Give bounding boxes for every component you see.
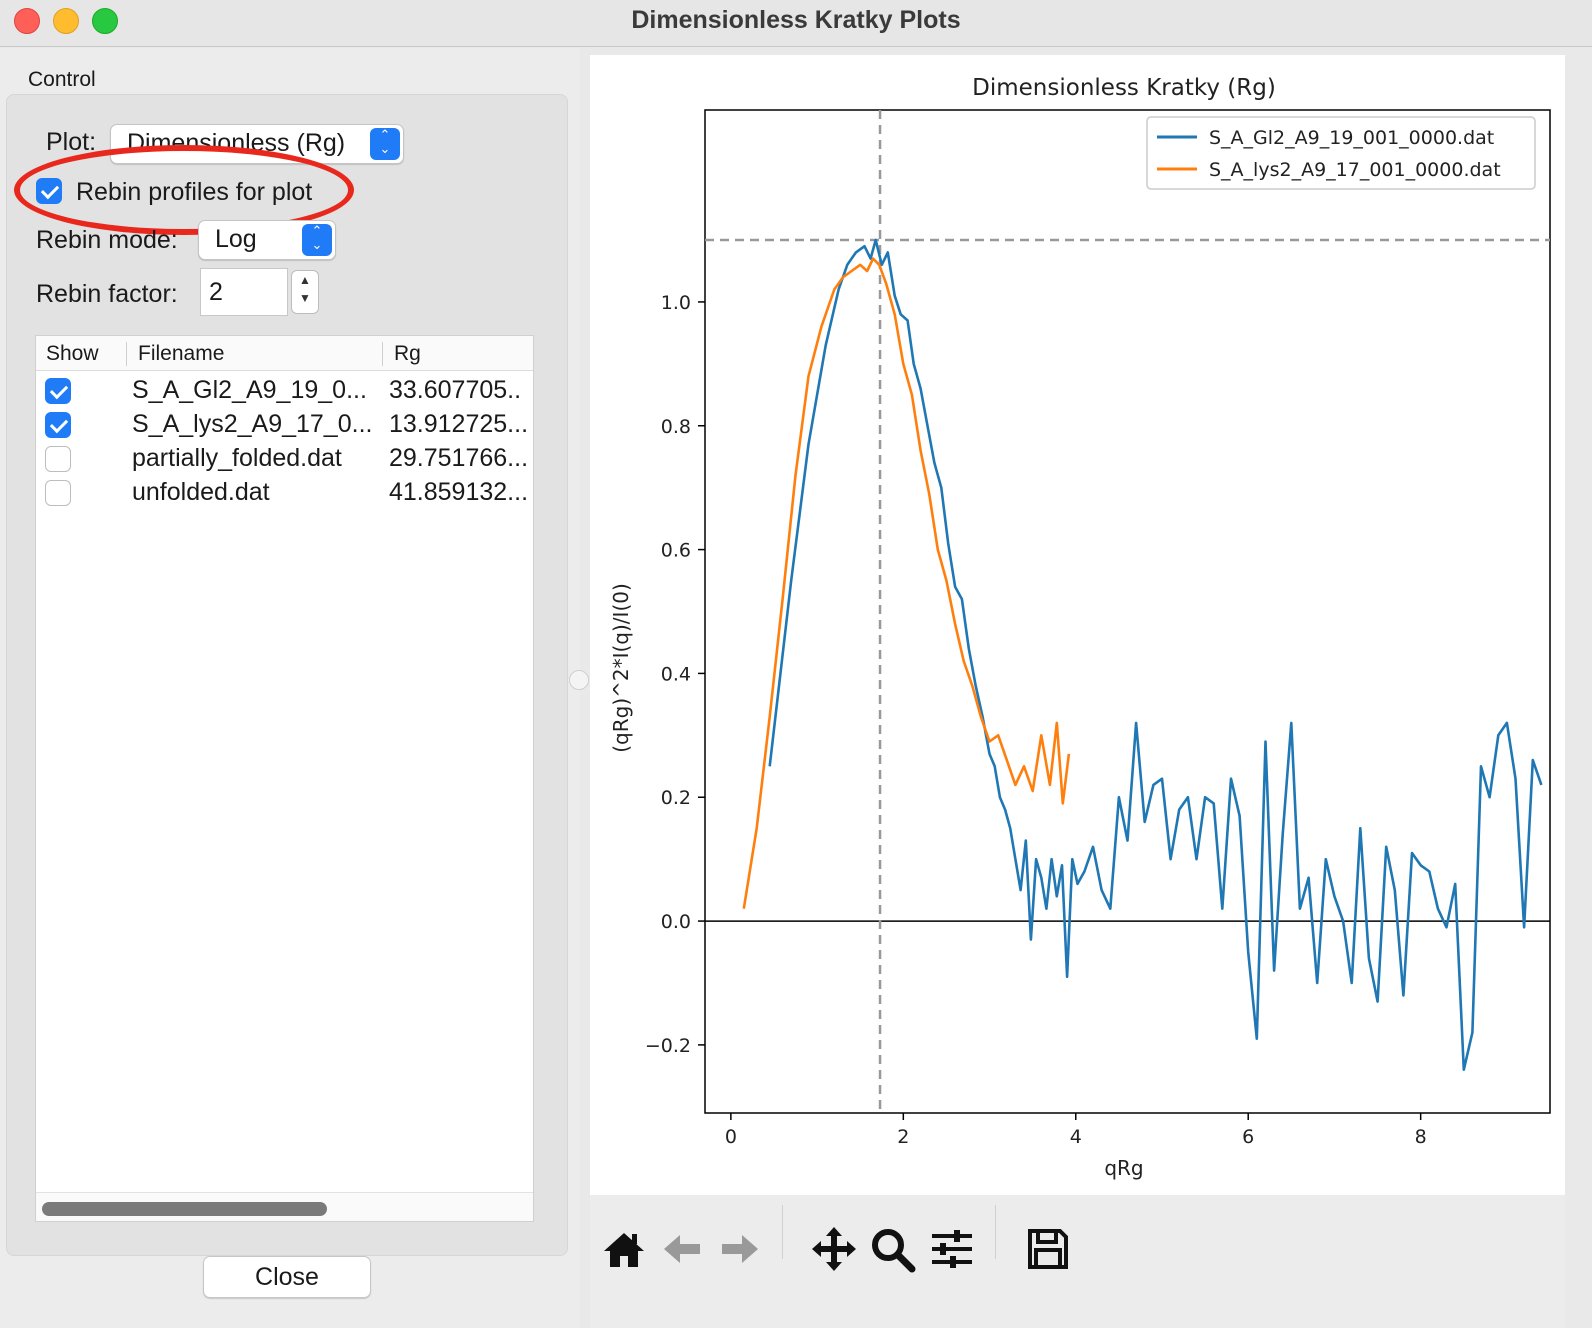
rebin-factor-label: Rebin factor: — [36, 280, 178, 308]
row-rg: 29.751766... — [389, 444, 529, 472]
plot-label: Plot: — [46, 128, 97, 156]
save-icon[interactable] — [1024, 1225, 1072, 1273]
rebin-factor-input[interactable]: 2 — [200, 268, 288, 316]
axes-frame — [704, 109, 1551, 1114]
title-bar: Dimensionless Kratky Plots — [0, 0, 1592, 47]
zoom-icon[interactable] — [868, 1225, 916, 1273]
file-table: Show Filename Rg S_A_Gl2_A9_19_0... 33.6… — [35, 335, 534, 1222]
toolbar-separator — [782, 1205, 783, 1259]
legend-entry: S_A_Gl2_A9_19_001_0000.dat — [1209, 127, 1494, 149]
x-axis-label: qRg — [1104, 1156, 1143, 1180]
control-group-label: Control — [28, 68, 96, 91]
header-separator — [382, 342, 383, 366]
header-show[interactable]: Show — [46, 342, 99, 365]
y-axis-label: (qRg)^2*I(q)/I(0) — [609, 583, 633, 753]
scrollbar-thumb[interactable] — [42, 1202, 327, 1216]
minimize-window-button[interactable] — [53, 8, 79, 34]
x-tick-label: 4 — [1070, 1126, 1082, 1148]
forward-arrow-icon[interactable] — [716, 1225, 764, 1273]
row-rg: 13.912725... — [389, 410, 529, 438]
y-tick-label: 0.4 — [661, 663, 691, 685]
chart-title: Dimensionless Kratky (Rg) — [972, 75, 1276, 101]
header-separator — [126, 342, 127, 366]
row-filename: unfolded.dat — [132, 478, 270, 506]
series-line-2 — [742, 257, 1071, 909]
table-row[interactable]: S_A_lys2_A9_17_0... 13.912725... — [36, 408, 533, 442]
select-stepper-icon: ⌃ ⌄ — [370, 128, 400, 160]
table-header: Show Filename Rg — [36, 336, 533, 371]
x-tick-label: 8 — [1415, 1126, 1427, 1148]
rebin-mode-label: Rebin mode: — [36, 226, 178, 254]
home-icon[interactable] — [600, 1225, 648, 1273]
rebin-factor-stepper[interactable]: ▲ ▼ — [291, 270, 319, 314]
close-button[interactable]: Close — [203, 1256, 371, 1298]
rebin-factor-value: 2 — [209, 278, 223, 306]
y-tick-label: −0.2 — [645, 1035, 691, 1057]
x-tick-label: 6 — [1242, 1126, 1254, 1148]
window-title: Dimensionless Kratky Plots — [631, 6, 961, 34]
x-tick-label: 2 — [897, 1126, 909, 1148]
show-checkbox[interactable] — [45, 446, 71, 472]
header-filename[interactable]: Filename — [138, 342, 225, 365]
rebin-checkbox-label: Rebin profiles for plot — [76, 178, 313, 206]
show-checkbox[interactable] — [45, 480, 71, 506]
y-tick-label: 0.8 — [661, 416, 691, 438]
y-tick-label: 0.0 — [661, 911, 691, 933]
series-line-1 — [768, 238, 1543, 1071]
y-tick-label: 1.0 — [661, 292, 691, 314]
row-rg: 41.859132... — [389, 478, 529, 506]
select-stepper-icon: ⌃ ⌄ — [302, 224, 332, 256]
x-tick-label: 0 — [725, 1126, 737, 1148]
table-row[interactable]: partially_folded.dat 29.751766... — [36, 442, 533, 476]
plot-canvas[interactable]: Dimensionless Kratky (Rg) qRg (qRg)^2*I(… — [590, 55, 1565, 1195]
legend-box — [1146, 116, 1536, 190]
plot-toolbar — [590, 1195, 1565, 1328]
show-checkbox[interactable] — [45, 378, 71, 404]
close-window-button[interactable] — [14, 8, 40, 34]
header-rg[interactable]: Rg — [394, 342, 421, 365]
toolbar-separator — [995, 1205, 996, 1259]
y-tick-label: 0.6 — [661, 540, 691, 562]
rebin-checkbox[interactable] — [36, 178, 62, 204]
plot-type-select[interactable]: Dimensionless (Rg) ⌃ ⌄ — [110, 124, 404, 164]
table-row[interactable]: S_A_Gl2_A9_19_0... 33.607705.. — [36, 374, 533, 408]
table-row[interactable]: unfolded.dat 41.859132... — [36, 476, 533, 510]
row-filename: S_A_Gl2_A9_19_0... — [132, 376, 367, 404]
plot-type-value: Dimensionless (Rg) — [127, 129, 346, 157]
horizontal-scrollbar[interactable] — [36, 1192, 533, 1221]
configure-icon[interactable] — [928, 1225, 976, 1273]
y-tick-label: 0.2 — [661, 787, 691, 809]
row-rg: 33.607705.. — [389, 376, 522, 404]
back-arrow-icon[interactable] — [658, 1225, 706, 1273]
row-filename: partially_folded.dat — [132, 444, 342, 472]
show-checkbox[interactable] — [45, 412, 71, 438]
row-filename: S_A_lys2_A9_17_0... — [132, 410, 373, 438]
splitter-handle[interactable] — [569, 670, 589, 690]
legend-entry: S_A_lys2_A9_17_001_0000.dat — [1209, 159, 1501, 181]
rebin-mode-value: Log — [215, 225, 257, 253]
kratky-chart: Dimensionless Kratky (Rg) qRg (qRg)^2*I(… — [609, 75, 1551, 1180]
rebin-mode-select[interactable]: Log ⌃ ⌄ — [198, 220, 336, 260]
pan-icon[interactable] — [810, 1225, 858, 1273]
zoom-window-button[interactable] — [92, 8, 118, 34]
